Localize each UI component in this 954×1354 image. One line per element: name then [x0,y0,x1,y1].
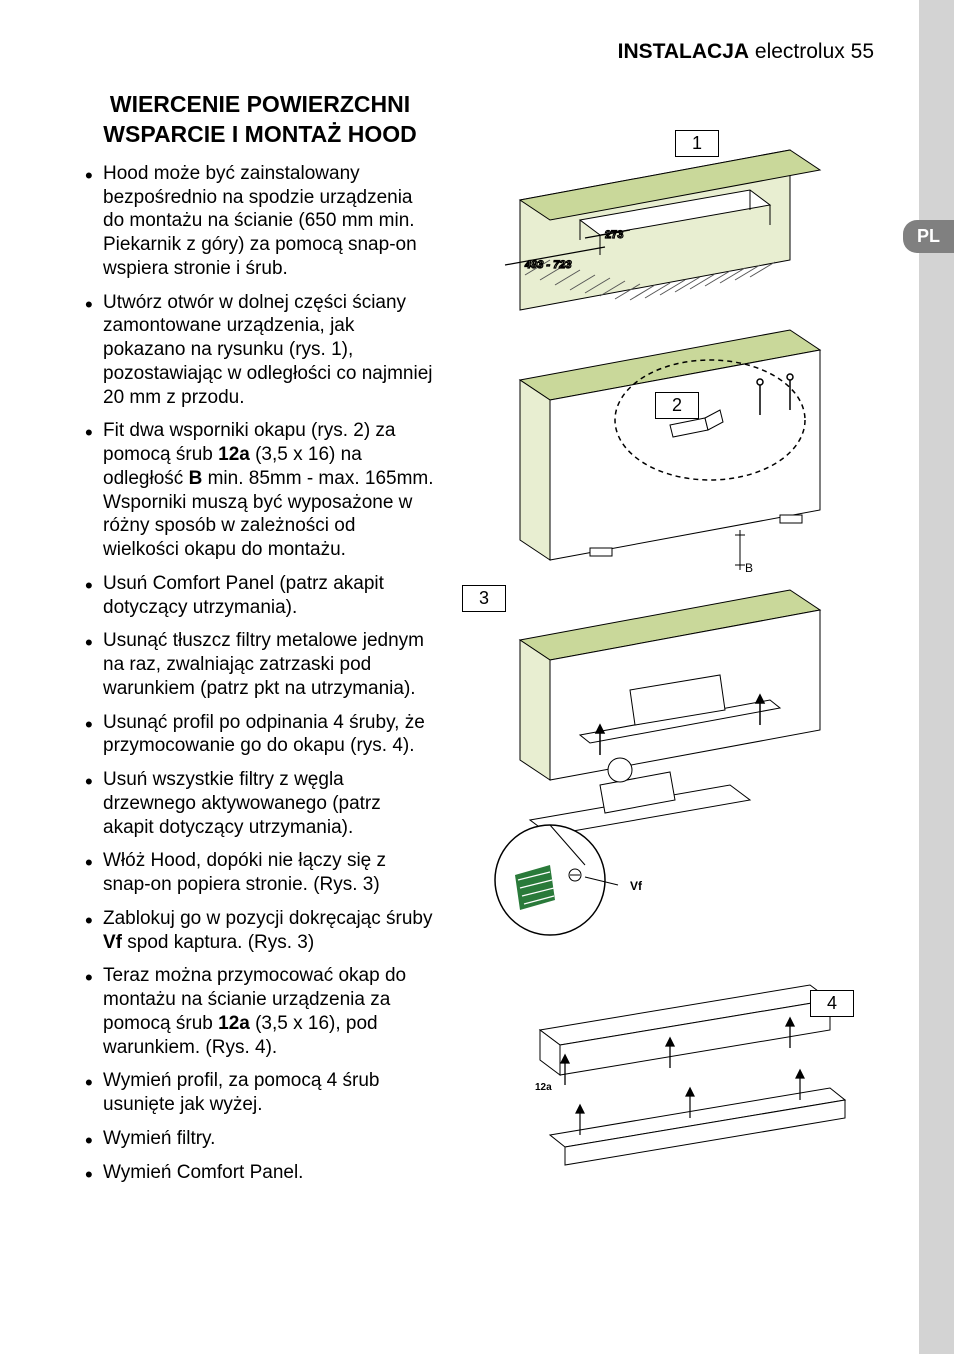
text-span: Usuń Comfort Panel (patrz akapit dotyczą… [103,573,384,618]
installation-diagrams: 273 493 - 723 [450,110,870,1230]
text-span: Wymień profil, za pomocą 4 śrub usunięte… [103,1070,380,1115]
instruction-item: Utwórz otwór w dolnej części ściany zamo… [85,291,435,410]
header-section: INSTALACJA [618,40,749,63]
text-span: Usunąć tłuszcz filtry metalowe jednym na… [103,630,424,699]
fig-label-2: 2 [655,392,699,419]
instruction-item: Teraz można przymocować okap do montażu … [85,964,435,1059]
main-content: WIERCENIE POWIERZCHNI WSPARCIE I MONTAŻ … [85,90,435,1194]
instruction-item: Wymień Comfort Panel. [85,1161,435,1185]
instruction-item: Zablokuj go w pozycji dokręcając śruby V… [85,907,435,955]
label-b: B [745,561,753,575]
header-brand: electrolux [755,40,845,63]
instruction-item: Włóż Hood, dopóki nie łączy się z snap-o… [85,849,435,897]
page-header: INSTALACJA electrolux 55 [618,40,874,64]
text-span: 12a [218,1013,250,1034]
text-span: 12a [218,444,250,465]
text-span: Wymień Comfort Panel. [103,1162,303,1183]
fig-label-4: 4 [810,990,854,1017]
instruction-item: Usuń wszystkie filtry z węgla drzewnego … [85,768,435,839]
section-title: WIERCENIE POWIERZCHNI WSPARCIE I MONTAŻ … [85,90,435,150]
instruction-item: Fit dwa wsporniki okapu (rys. 2) za pomo… [85,419,435,562]
instruction-list: Hood może być zainstalowany bezpośrednio… [85,162,435,1185]
label-12a: 12a [535,1082,552,1093]
header-page: 55 [851,40,874,63]
diagram-panel: 273 493 - 723 [450,110,870,1230]
text-span: Wymień filtry. [103,1128,215,1149]
title-line-1: WIERCENIE POWIERZCHNI [85,90,435,120]
dim-inner: 273 [605,229,623,241]
text-span: Usuń wszystkie filtry z węgla drzewnego … [103,769,381,838]
instruction-item: Usuń Comfort Panel (patrz akapit dotyczą… [85,572,435,620]
text-span: Vf [103,932,122,953]
side-gray-bar [919,0,954,1354]
instruction-item: Hood może być zainstalowany bezpośrednio… [85,162,435,281]
instruction-item: Usunąć profil po odpinania 4 śruby, że p… [85,711,435,759]
dim-outer: 493 - 723 [524,259,571,271]
text-span: Usunąć profil po odpinania 4 śruby, że p… [103,712,425,757]
text-span: Zablokuj go w pozycji dokręcając śruby [103,908,433,929]
instruction-item: Wymień profil, za pomocą 4 śrub usunięte… [85,1069,435,1117]
text-span: B [189,468,203,489]
label-vf: Vf [630,879,643,893]
fig-label-1: 1 [675,130,719,157]
language-tab: PL [903,220,954,253]
text-span: Włóż Hood, dopóki nie łączy się z snap-o… [103,850,386,895]
text-span: spod kaptura. (Rys. 3) [122,932,314,953]
title-line-2: WSPARCIE I MONTAŻ HOOD [85,120,435,150]
fig-label-3: 3 [462,585,506,612]
instruction-item: Usunąć tłuszcz filtry metalowe jednym na… [85,629,435,700]
text-span: Hood może być zainstalowany bezpośrednio… [103,163,417,279]
instruction-item: Wymień filtry. [85,1127,435,1151]
text-span: Utwórz otwór w dolnej części ściany zamo… [103,292,433,408]
